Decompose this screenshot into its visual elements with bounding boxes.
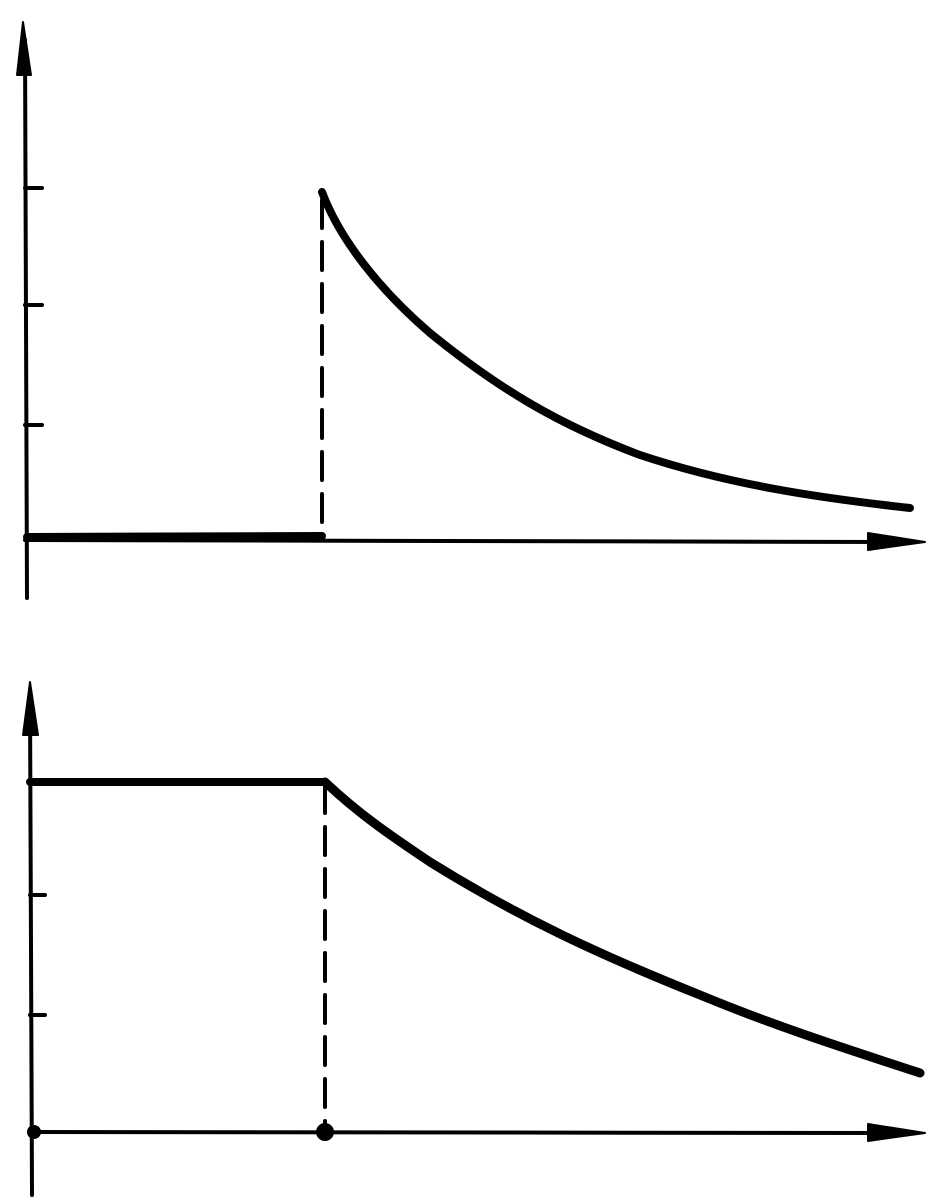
y-arrow	[22, 681, 39, 736]
decay-curve	[320, 777, 925, 1078]
bottom-plot	[22, 681, 926, 1197]
y-axis	[23, 38, 29, 600]
decay-curve	[318, 188, 914, 512]
x-axis	[28, 1130, 892, 1135]
point	[316, 1123, 334, 1141]
top-plot	[16, 21, 926, 600]
y-axis	[28, 698, 34, 1197]
x-arrow	[867, 532, 926, 551]
y-arrow	[16, 21, 32, 76]
point	[27, 1125, 41, 1139]
x-arrow	[867, 1123, 926, 1142]
baseline	[23, 532, 326, 541]
